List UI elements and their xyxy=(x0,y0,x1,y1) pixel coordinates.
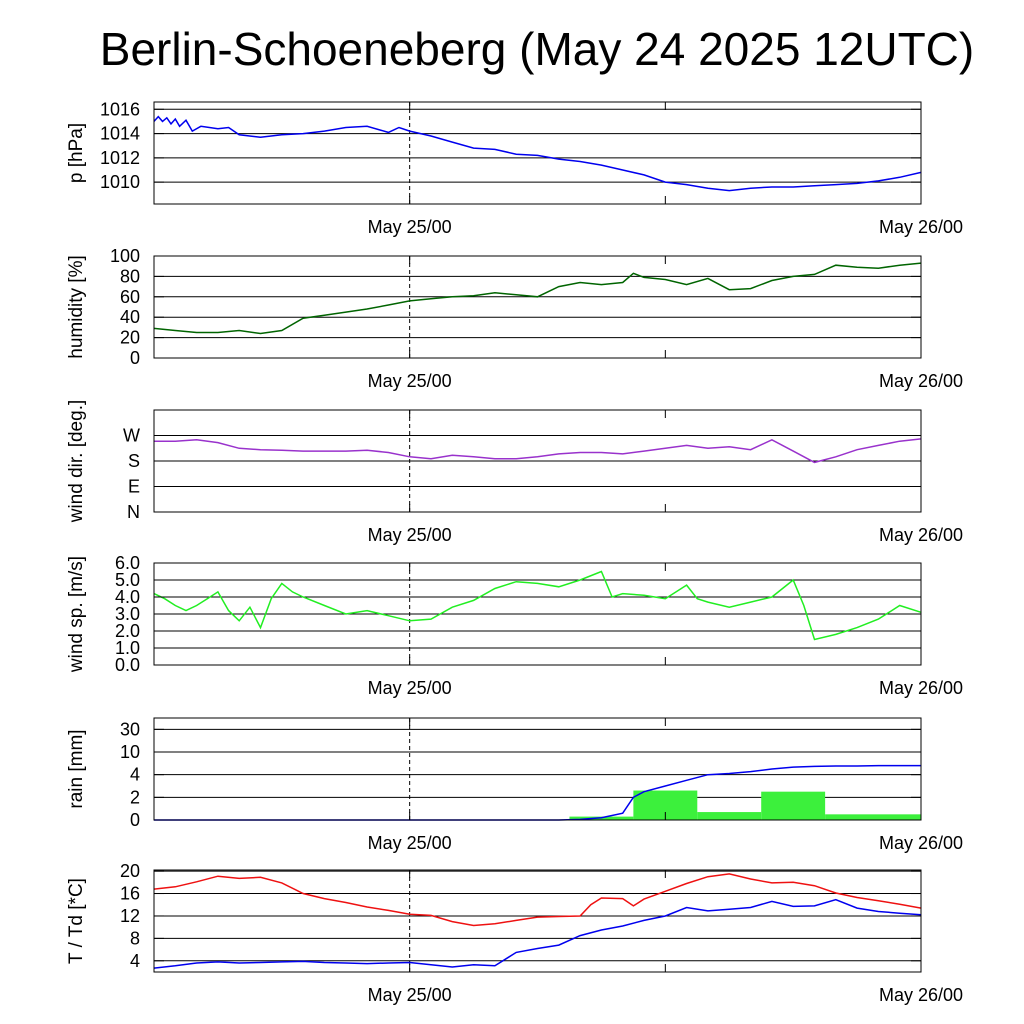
y-tick-label: 4 xyxy=(130,951,140,971)
y-tick-label: 0 xyxy=(130,810,140,830)
y-axis-label: T / Td [*C] xyxy=(66,878,87,964)
x-tick-label: May 25/00 xyxy=(368,678,452,698)
y-tick-label: W xyxy=(123,426,140,446)
series-line xyxy=(154,764,921,821)
y-tick-label: N xyxy=(127,502,140,522)
series-line xyxy=(153,262,922,335)
y-tick-label: 4.0 xyxy=(115,587,140,607)
y-tick-label: 1016 xyxy=(100,99,140,119)
y-tick-label: 10 xyxy=(120,742,140,762)
series-line xyxy=(153,570,922,641)
plot-frame xyxy=(153,717,922,821)
x-tick-label: May 25/00 xyxy=(368,371,452,391)
plot-frame xyxy=(153,869,922,973)
y-tick-label: 20 xyxy=(120,328,140,348)
x-tick-label: May 26/00 xyxy=(879,371,963,391)
x-tick-label: May 26/00 xyxy=(879,525,963,545)
y-axis-label: wind sp. [m/s] xyxy=(66,556,87,673)
y-tick-label: 5.0 xyxy=(115,570,140,590)
series-line xyxy=(153,873,922,927)
x-tick-label: May 25/00 xyxy=(368,525,452,545)
series-line xyxy=(153,115,922,192)
x-tick-label: May 26/00 xyxy=(879,833,963,853)
x-tick-label: May 26/00 xyxy=(879,985,963,1005)
y-axis-label: humidity [%] xyxy=(66,255,87,358)
rain-bar xyxy=(761,791,826,820)
y-tick-label: 30 xyxy=(120,719,140,739)
x-tick-label: May 26/00 xyxy=(879,678,963,698)
chart-title: Berlin-Schoeneberg (May 24 2025 12UTC) xyxy=(99,23,975,75)
series-line xyxy=(153,898,922,969)
y-tick-label: S xyxy=(128,451,140,471)
y-tick-label: 4 xyxy=(130,765,140,785)
y-tick-label: 1014 xyxy=(100,124,140,144)
plot-frame xyxy=(153,255,922,359)
y-tick-label: 1012 xyxy=(100,148,140,168)
x-tick-label: May 25/00 xyxy=(368,833,452,853)
y-tick-label: 6.0 xyxy=(115,553,140,573)
rain-bar xyxy=(697,812,762,820)
y-tick-label: 16 xyxy=(120,884,140,904)
y-axis-label: p [hPa] xyxy=(66,123,87,183)
rain-bar xyxy=(825,814,921,820)
y-tick-label: 60 xyxy=(120,287,140,307)
x-tick-label: May 25/00 xyxy=(368,985,452,1005)
y-tick-label: 40 xyxy=(120,307,140,327)
plot-frame xyxy=(153,101,922,205)
y-tick-label: 2.0 xyxy=(115,621,140,641)
y-tick-label: 20 xyxy=(120,861,140,881)
y-tick-label: 12 xyxy=(120,906,140,926)
y-tick-label: E xyxy=(128,477,140,497)
y-tick-label: 0.0 xyxy=(115,655,140,675)
y-tick-label: 3.0 xyxy=(115,604,140,624)
y-tick-label: 8 xyxy=(130,928,140,948)
y-tick-label: 1010 xyxy=(100,172,140,192)
y-tick-label: 0 xyxy=(130,348,140,368)
y-tick-label: 1.0 xyxy=(115,638,140,658)
series-line xyxy=(154,438,922,464)
y-tick-label: 2 xyxy=(130,787,140,807)
x-tick-label: May 26/00 xyxy=(879,217,963,237)
y-tick-label: 100 xyxy=(110,246,140,266)
y-tick-label: 80 xyxy=(120,266,140,286)
x-tick-label: May 25/00 xyxy=(368,217,452,237)
y-axis-label: wind dir. [deg.] xyxy=(66,400,87,524)
y-axis-label: rain [mm] xyxy=(66,729,87,808)
